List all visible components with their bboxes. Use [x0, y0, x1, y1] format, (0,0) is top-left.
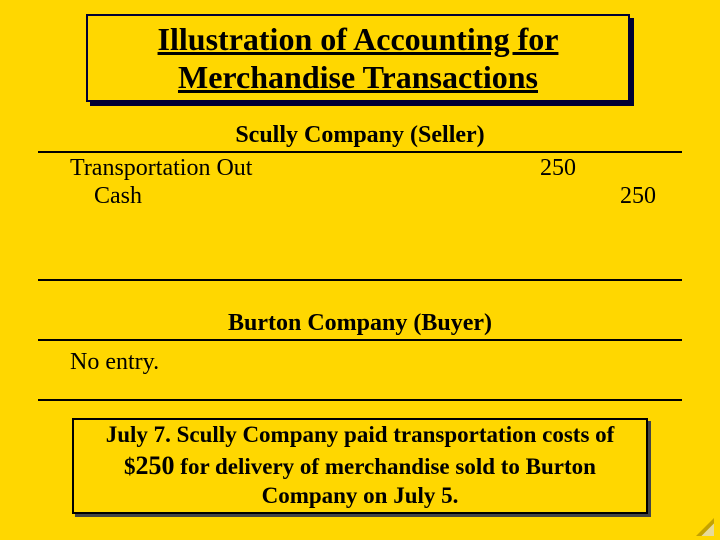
seller-entry2-label: Cash — [94, 183, 142, 210]
title-box: Illustration of Accounting for Merchandi… — [86, 14, 630, 102]
seller-journal: Transportation Out 250 Cash 250 — [38, 153, 682, 279]
footer-amount: 250 — [136, 451, 175, 480]
buyer-rule-bottom — [38, 399, 682, 401]
seller-entry1-debit: 250 — [540, 155, 576, 182]
buyer-noentry: No entry. — [38, 341, 682, 399]
buyer-section: Burton Company (Buyer) No entry. — [38, 310, 682, 401]
footer-suffix: for delivery of merchandise sold to Burt… — [175, 454, 596, 509]
seller-entry2-credit: 250 — [620, 183, 656, 210]
seller-entry1-label: Transportation Out — [70, 155, 252, 182]
footer-text: July 7. Scully Company paid transportati… — [86, 421, 634, 511]
title-line-1: Illustration of Accounting for — [158, 20, 559, 58]
seller-rule-bottom — [38, 279, 682, 281]
title-line-2: Merchandise Transactions — [178, 58, 538, 96]
corner-glint-icon — [696, 518, 714, 536]
seller-header: Scully Company (Seller) — [38, 122, 682, 151]
footer-box: July 7. Scully Company paid transportati… — [72, 418, 648, 514]
seller-section: Scully Company (Seller) Transportation O… — [38, 122, 682, 281]
buyer-header: Burton Company (Buyer) — [38, 310, 682, 339]
